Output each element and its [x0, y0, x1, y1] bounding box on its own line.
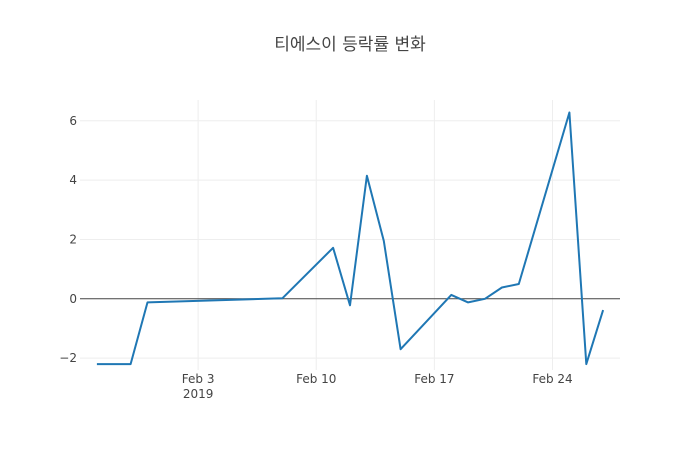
- y-tick-label: 6: [69, 114, 77, 128]
- x-tick-label: Feb 3: [182, 372, 215, 386]
- chart-title: 티에스이 등락률 변화: [274, 35, 426, 55]
- x-tick-year-label: 2019: [183, 387, 214, 401]
- series-line: [96, 111, 605, 366]
- x-tick-label: Feb 10: [296, 372, 336, 386]
- y-tick-label: 0: [69, 292, 77, 306]
- series-layer: [96, 111, 605, 366]
- y-tick-label: −2: [59, 351, 77, 365]
- x-tick-label: Feb 17: [414, 372, 454, 386]
- x-tick-label: Feb 24: [532, 372, 572, 386]
- y-tick-label: 2: [69, 232, 77, 246]
- grid: [80, 100, 620, 370]
- y-axis-ticks: −2 0 2 4 6: [59, 114, 77, 365]
- y-tick-label: 4: [69, 173, 77, 187]
